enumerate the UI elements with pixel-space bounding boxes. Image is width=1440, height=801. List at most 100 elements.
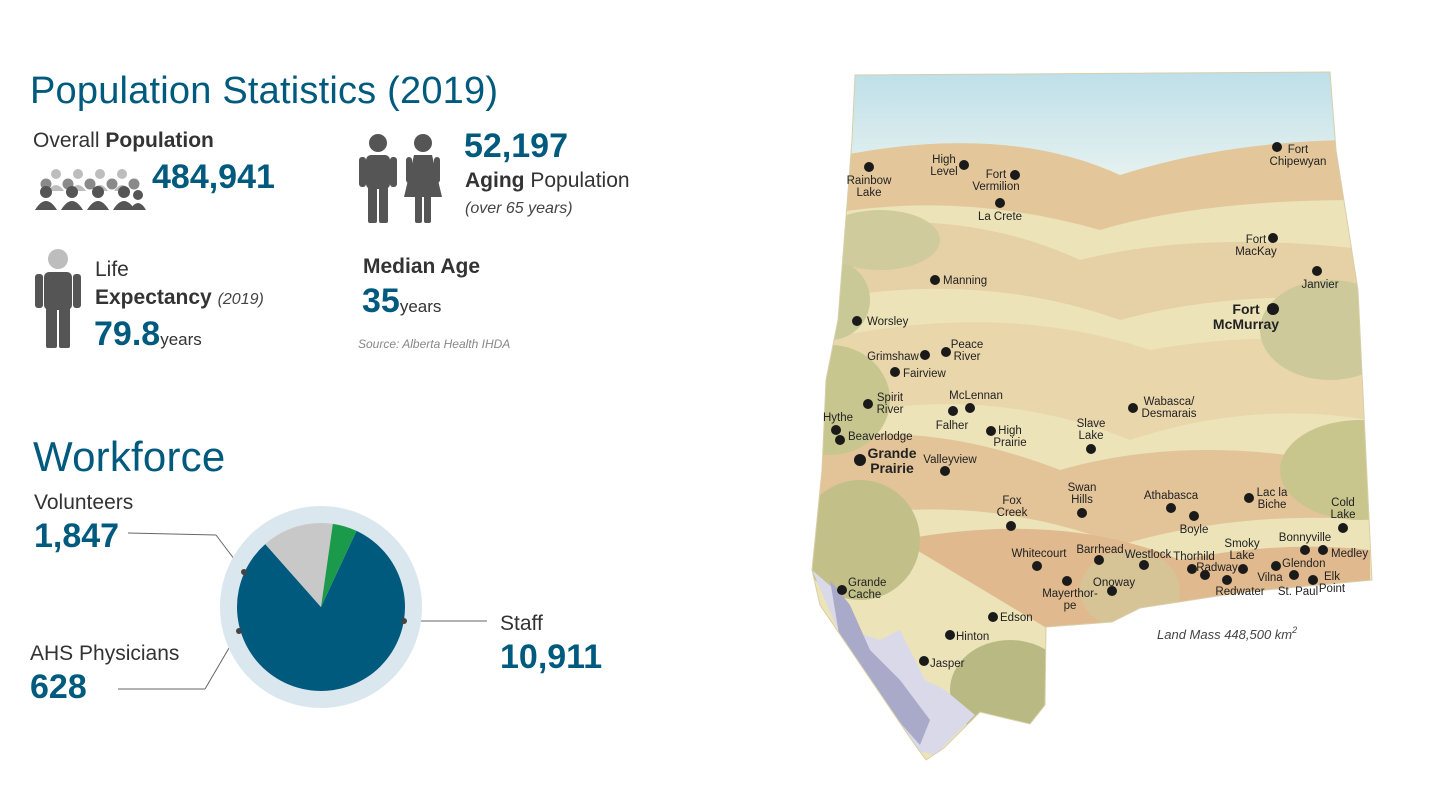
city-dot-hythe bbox=[831, 425, 841, 435]
person-icon bbox=[35, 249, 81, 348]
volunteers-label: Volunteers bbox=[34, 491, 134, 514]
overall-population-value: 484,941 bbox=[152, 158, 275, 196]
city-dot-boyle bbox=[1189, 511, 1199, 521]
city-label-beaverlodge: Beaverlodge bbox=[848, 431, 913, 443]
city-label-janvier: Janvier bbox=[1301, 279, 1338, 291]
physicians-label: AHS Physicians bbox=[30, 642, 180, 665]
life-label-b: Expectancy bbox=[95, 286, 212, 309]
city-dot-fairview bbox=[890, 367, 900, 377]
city-label-elkpoint: Elk Point bbox=[1319, 571, 1346, 595]
city-dot-valleyview bbox=[940, 466, 950, 476]
median-age-value: 35 bbox=[362, 282, 400, 320]
city-dot-redwater bbox=[1222, 575, 1232, 585]
city-dot-manning bbox=[930, 275, 940, 285]
city-label-coldlake: Cold Lake bbox=[1331, 497, 1356, 521]
city-label-la-crete: La Crete bbox=[978, 211, 1022, 223]
elderly-couple-icon bbox=[359, 134, 442, 223]
median-age-label: Median Age bbox=[363, 255, 481, 278]
city-dot-mclennan bbox=[965, 403, 975, 413]
life-expectancy-label: Expectancy (2019) bbox=[95, 286, 264, 310]
median-age-value-row: 35years bbox=[362, 282, 441, 321]
pie-slice-staff bbox=[237, 530, 406, 691]
city-label-lac-labiche: Lac la Biche bbox=[1257, 487, 1288, 511]
aging-label-b: Population bbox=[530, 169, 630, 192]
life-expectancy-unit: years bbox=[160, 330, 202, 349]
city-label-smokylake: Smoky Lake bbox=[1224, 538, 1259, 562]
city-dot-grandecache bbox=[837, 585, 847, 595]
city-label-medley: Medley bbox=[1331, 548, 1368, 560]
city-label-manning: Manning bbox=[943, 275, 987, 287]
city-label-highlevel: High Level bbox=[930, 154, 958, 178]
city-dot-grimshaw bbox=[920, 350, 930, 360]
aging-label-a: Aging bbox=[465, 169, 525, 192]
volunteers-leader-line bbox=[127, 532, 217, 536]
city-label-fortvermilion: Fort Vermilion bbox=[972, 169, 1019, 193]
city-label-peaceriver: Peace River bbox=[951, 339, 984, 363]
city-label-slavelake: Slave Lake bbox=[1077, 418, 1106, 442]
life-expectancy-value: 79.8 bbox=[94, 315, 161, 353]
city-dot-janvier bbox=[1312, 266, 1322, 276]
city-label-falher: Falher bbox=[936, 420, 969, 432]
city-dot-spiritriver bbox=[863, 399, 873, 409]
city-label-worsley: Worsley bbox=[867, 316, 909, 328]
city-dot-vilna bbox=[1289, 570, 1299, 580]
city-label-hythe: Hythe bbox=[823, 412, 853, 424]
city-dot-swanhills bbox=[1077, 508, 1087, 518]
city-dot-hinton bbox=[945, 630, 955, 640]
city-label-fortmackay: Fort MacKay bbox=[1235, 234, 1277, 258]
city-label-highprairie: High Prairie bbox=[993, 425, 1026, 449]
city-dot-highprairie bbox=[986, 426, 996, 436]
life-year: (2019) bbox=[217, 291, 264, 308]
province-outline bbox=[811, 71, 1373, 761]
city-label-bonnyville: Bonnyville bbox=[1279, 532, 1331, 544]
median-age-unit: years bbox=[399, 297, 442, 316]
life-expectancy-label-a: Life bbox=[95, 258, 129, 281]
physicians-marker bbox=[236, 628, 242, 634]
city-label-fairview: Fairview bbox=[903, 368, 947, 380]
city-label-fortchipewyan: Fort Chipewyan bbox=[1270, 144, 1327, 168]
staff-label: Staff bbox=[500, 612, 543, 635]
land-mass-label: Land Mass 448,500 km2 bbox=[1157, 625, 1297, 642]
city-dot-edson bbox=[988, 612, 998, 622]
aging-population-note: (over 65 years) bbox=[465, 200, 573, 217]
city-dot-fortmcmurray bbox=[1267, 303, 1279, 315]
city-label-wabasca-desmarais: Wabasca/Desmarais bbox=[1142, 396, 1197, 420]
city-label-mayerthor-pe: Mayerthor-pe bbox=[1042, 588, 1098, 612]
city-label-thorhild: Thorhild bbox=[1173, 551, 1215, 563]
crowd-icon bbox=[35, 169, 146, 210]
city-label-onoway: Onoway bbox=[1093, 577, 1135, 589]
city-dot-onoway bbox=[1107, 586, 1117, 596]
city-dot-worsley bbox=[852, 316, 862, 326]
city-label-hinton: Hinton bbox=[956, 631, 989, 643]
city-label-spiritriver: Spirit River bbox=[877, 392, 904, 416]
city-dot-highlevel bbox=[959, 160, 969, 170]
city-label-jasper: Jasper bbox=[930, 658, 965, 670]
city-dot-peaceriver bbox=[941, 347, 951, 357]
city-dot-medley bbox=[1318, 545, 1328, 555]
overall-label-a: Overall bbox=[33, 129, 100, 152]
pie-slice-volunteers bbox=[265, 523, 333, 607]
city-dot-la-crete bbox=[995, 198, 1005, 208]
city-dot-bonnyville bbox=[1300, 545, 1310, 555]
pie-slice-physicians bbox=[321, 523, 357, 607]
city-dot-grandeprairie bbox=[854, 454, 866, 466]
staff-marker bbox=[401, 618, 407, 624]
city-label-rainbowlake: Rainbow Lake bbox=[847, 175, 892, 199]
city-label-athabasca: Athabasca bbox=[1144, 490, 1199, 502]
city-dot-smokylake bbox=[1238, 564, 1248, 574]
city-dot-radway bbox=[1200, 570, 1210, 580]
city-label-grandeprairie: Grande Prairie bbox=[867, 445, 916, 476]
city-dot-thorhild bbox=[1187, 564, 1197, 574]
city-dot-athabasca bbox=[1166, 503, 1176, 513]
city-label-grimshaw: Grimshaw bbox=[867, 351, 919, 363]
city-dot-glendon bbox=[1271, 561, 1281, 571]
city-label-valleyview: Valleyview bbox=[923, 454, 977, 466]
city-label-boyle: Boyle bbox=[1180, 524, 1209, 536]
life-expectancy-value-row: 79.8years bbox=[94, 315, 202, 354]
alberta-map: Fort Chipewyan High Level Fort Vermilion Rainb… bbox=[811, 71, 1373, 761]
aging-population-label: Aging Population bbox=[465, 169, 630, 193]
city-label-st-paul: St. Paul bbox=[1278, 586, 1318, 598]
city-dot-barrhead bbox=[1094, 555, 1104, 565]
city-dot-coldlake bbox=[1338, 523, 1348, 533]
city-dot-fortmackay bbox=[1268, 233, 1278, 243]
